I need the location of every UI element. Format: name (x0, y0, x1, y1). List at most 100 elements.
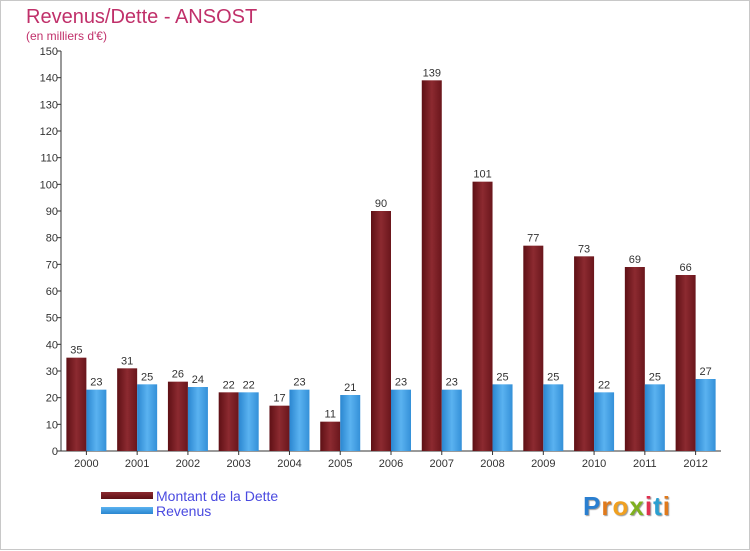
value-label-revenus: 21 (344, 382, 356, 394)
bar-dette (269, 405, 290, 451)
value-label-dette: 139 (423, 67, 441, 79)
y-tick-label: 20 (46, 393, 58, 405)
x-tick-label: 2006 (379, 458, 403, 470)
value-label-dette: 17 (273, 393, 285, 405)
bar-revenus (695, 379, 716, 451)
y-tick-label: 120 (40, 126, 58, 138)
bar-revenus (340, 395, 361, 451)
bar-dette (66, 357, 87, 451)
x-tick-label: 2002 (176, 458, 200, 470)
bar-revenus (391, 389, 411, 451)
bar-dette (523, 245, 544, 451)
bar-revenus (187, 387, 208, 451)
y-tick-label: 140 (40, 73, 58, 85)
bars (66, 80, 716, 451)
value-label-revenus: 25 (141, 371, 153, 383)
x-tick-label: 2001 (125, 458, 149, 470)
value-label-revenus: 25 (496, 371, 508, 383)
y-tick-label: 130 (40, 99, 58, 111)
value-label-dette: 73 (578, 243, 590, 255)
y-tick-label: 70 (46, 259, 58, 271)
x-tick-label: 2011 (633, 458, 657, 470)
logo-letter: i (662, 491, 671, 521)
value-label-revenus: 25 (547, 371, 559, 383)
value-label-dette: 69 (629, 254, 641, 266)
y-tick-label: 50 (46, 313, 58, 325)
bar-revenus (289, 389, 310, 451)
x-tick-label: 2003 (226, 458, 250, 470)
bar-dette (574, 256, 595, 451)
y-tick-label: 90 (46, 206, 58, 218)
logo-letter: i (644, 491, 654, 521)
logo-letter: x (629, 491, 645, 521)
value-label-dette: 66 (679, 262, 691, 274)
value-label-revenus: 23 (293, 377, 305, 389)
bar-revenus (137, 384, 158, 451)
proxiti-logo: Proxiti (583, 491, 671, 522)
logo-letter: o (612, 491, 630, 521)
value-label-dette: 26 (172, 369, 184, 381)
x-tick-label: 2004 (277, 458, 301, 470)
bar-revenus (492, 384, 513, 451)
value-label-dette: 77 (527, 233, 539, 245)
chart-subtitle: (en milliers d'€) (26, 29, 107, 43)
bar-dette (167, 381, 188, 451)
bar-revenus (644, 384, 665, 451)
legend-swatch-revenus (101, 507, 153, 514)
value-label-dette: 90 (375, 198, 387, 210)
value-label-dette: 31 (121, 355, 133, 367)
value-labels: 35 23 31 25 26 24 22 22 17 23 11 21 90 23 139 23 101 25 77… (70, 67, 711, 420)
value-label-revenus: 24 (192, 374, 204, 386)
y-tick-label: 100 (40, 179, 58, 191)
x-tick-label: 2008 (480, 458, 504, 470)
y-tick-label: 10 (46, 419, 58, 431)
bar-dette (675, 275, 696, 451)
value-label-dette: 22 (223, 379, 235, 391)
x-tick-label: 2000 (74, 458, 98, 470)
bar-dette (472, 181, 493, 451)
bar-dette (624, 267, 645, 451)
value-label-dette: 101 (473, 169, 491, 181)
legend-item-revenus: Revenus (101, 502, 278, 519)
legend: Montant de la Dette Revenus (101, 487, 279, 519)
value-label-dette: 11 (325, 409, 336, 421)
x-tick-label: 2010 (582, 458, 606, 470)
bar-dette (371, 211, 391, 451)
legend-label-debt: Montant de la Dette (156, 487, 279, 504)
logo-letter: t (653, 491, 663, 521)
bar-dette (218, 392, 239, 451)
y-tick-label: 80 (46, 233, 58, 245)
value-label-revenus: 25 (649, 371, 661, 383)
value-label-dette: 35 (70, 345, 82, 357)
value-label-revenus: 23 (395, 377, 407, 389)
y-tick-label: 40 (46, 339, 58, 351)
x-tick-label: 2012 (683, 458, 707, 470)
value-label-revenus: 22 (598, 379, 610, 391)
legend-label-revenus: Revenus (156, 502, 212, 519)
x-tick-label: 2009 (531, 458, 555, 470)
value-label-revenus: 27 (699, 366, 711, 378)
x-tick-label: 2007 (430, 458, 454, 470)
logo-letter: r (601, 491, 613, 521)
x-tick-label: 2005 (328, 458, 352, 470)
bar-revenus (594, 392, 615, 451)
bar-revenus (441, 389, 462, 451)
chart-title: Revenus/Dette - ANSOST (26, 6, 258, 28)
value-label-revenus: 22 (243, 379, 255, 391)
logo-letter: P (583, 491, 602, 521)
y-tick-label: 0 (52, 446, 58, 458)
value-label-revenus: 23 (446, 377, 458, 389)
y-tick-label: 110 (40, 153, 58, 165)
bar-revenus (543, 384, 564, 451)
bar-dette (421, 80, 442, 451)
bar-dette (117, 368, 138, 451)
legend-swatch-debt (101, 492, 153, 499)
y-tick-label: 60 (46, 286, 58, 298)
bar-dette (320, 421, 341, 451)
y-tick-label: 30 (46, 366, 58, 378)
bar-revenus (86, 389, 107, 451)
legend-item-debt: Montant de la Dette (101, 487, 279, 504)
value-label-revenus: 23 (90, 377, 102, 389)
